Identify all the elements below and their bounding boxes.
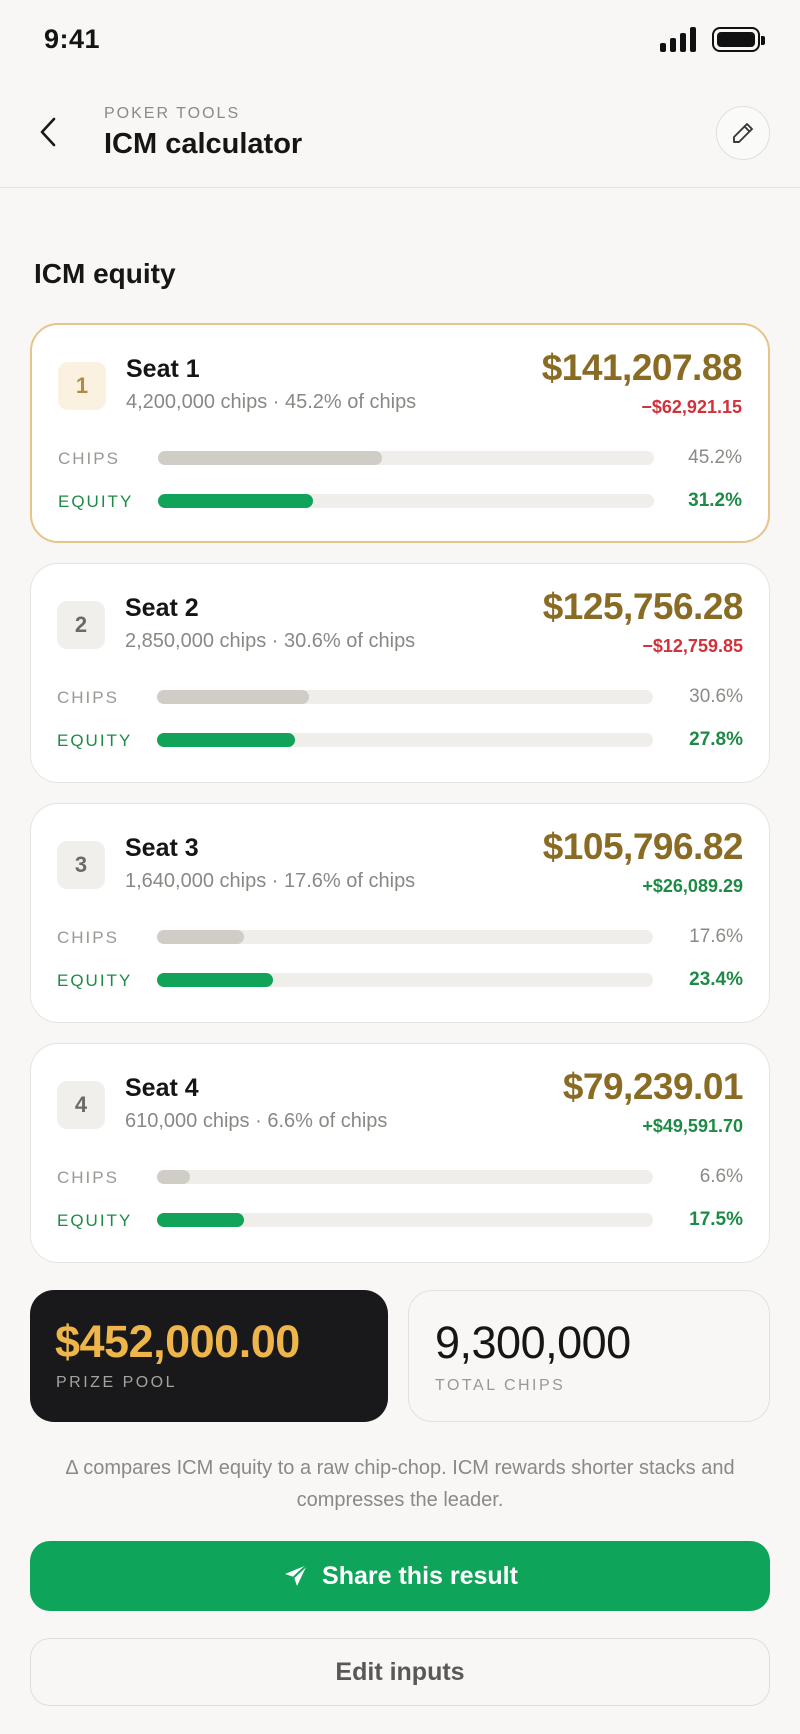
chips-pct: 6.6% <box>699 1166 743 1187</box>
equity-bar-label: EQUITY <box>57 1211 133 1230</box>
equity-pct: 31.2% <box>688 490 742 511</box>
seat-name: Seat 4 <box>125 1074 199 1102</box>
signal-icon <box>660 26 696 52</box>
seat-rank-badge: 2 <box>57 601 105 649</box>
battery-icon <box>712 27 765 52</box>
equity-bar <box>157 973 653 987</box>
chips-bar <box>158 451 654 465</box>
chips-bar-label: CHIPS <box>58 449 120 468</box>
seat-chip-summary: 4,200,000 chips · 45.2% of chips <box>126 391 417 413</box>
seat-chip-summary: 1,640,000 chips · 17.6% of chips <box>125 870 416 892</box>
prize-pool-label: PRIZE POOL <box>56 1374 178 1391</box>
chips-pct: 17.6% <box>689 926 743 947</box>
equity-bar-label: EQUITY <box>58 492 134 511</box>
seat-card[interactable]: 3 Seat 3 1,640,000 chips · 17.6% of chip… <box>30 803 770 1023</box>
seat-rank-badge: 1 <box>58 362 106 410</box>
seat-card[interactable]: 4 Seat 4 610,000 chips · 6.6% of chips $… <box>30 1043 770 1263</box>
seat-name: Seat 1 <box>126 355 200 383</box>
footnote: Δ compares ICM equity to a raw chip-chop… <box>65 1457 735 1511</box>
share-result-button[interactable]: Share this result <box>30 1541 770 1611</box>
app-header: POKER TOOLS ICM calculator <box>0 88 800 188</box>
prize-pool-card: $452,000.00 PRIZE POOL <box>30 1290 388 1422</box>
total-chips-value: 9,300,000 <box>435 1317 631 1368</box>
seat-chip-summary: 2,850,000 chips · 30.6% of chips <box>125 630 416 652</box>
chips-bar <box>157 690 653 704</box>
equity-pct: 23.4% <box>689 969 743 990</box>
seat-equity-delta: +$49,591.70 <box>642 1116 743 1136</box>
seat-equity-delta: −$12,759.85 <box>642 636 743 656</box>
status-icons <box>660 26 765 52</box>
seat-name: Seat 3 <box>125 834 199 862</box>
status-bar: 9:41 <box>0 0 800 80</box>
chips-bar-label: CHIPS <box>57 928 119 947</box>
seat-card[interactable]: 2 Seat 2 2,850,000 chips · 30.6% of chip… <box>30 563 770 783</box>
seat-rank-badge: 4 <box>57 1081 105 1129</box>
chips-bar-fill <box>157 690 309 704</box>
chips-pct: 30.6% <box>689 686 743 707</box>
total-chips-label: TOTAL CHIPS <box>435 1377 566 1394</box>
back-button[interactable] <box>28 108 68 156</box>
section-title: ICM equity <box>34 258 176 289</box>
equity-bar-fill <box>157 1213 244 1227</box>
equity-bar <box>157 733 653 747</box>
equity-bar-fill <box>158 494 313 508</box>
edit-button[interactable] <box>716 106 770 160</box>
prize-pool-value: $452,000.00 <box>55 1316 300 1367</box>
chips-bar-label: CHIPS <box>57 688 119 707</box>
status-time: 9:41 <box>44 24 101 54</box>
seat-equity-value: $125,756.28 <box>542 586 744 627</box>
equity-bar-fill <box>157 733 295 747</box>
chips-bar-fill <box>158 451 383 465</box>
chips-bar <box>157 1170 653 1184</box>
seat-chip-summary: 610,000 chips · 6.6% of chips <box>125 1110 388 1132</box>
equity-bar-label: EQUITY <box>57 971 133 990</box>
edit-inputs-label: Edit inputs <box>335 1657 465 1686</box>
send-icon <box>285 1564 309 1586</box>
seat-name: Seat 2 <box>125 594 199 622</box>
seat-equity-value: $79,239.01 <box>562 1066 744 1107</box>
edit-inputs-button[interactable]: Edit inputs <box>30 1638 770 1706</box>
equity-pct: 17.5% <box>689 1209 743 1230</box>
chevron-left-icon <box>40 117 56 147</box>
header-eyebrow: POKER TOOLS <box>104 105 241 122</box>
equity-bar <box>157 1213 653 1227</box>
total-chips-card: 9,300,000 TOTAL CHIPS <box>408 1290 770 1422</box>
equity-pct: 27.8% <box>689 729 743 750</box>
page-title: ICM calculator <box>104 128 303 160</box>
seat-rank-badge: 3 <box>57 841 105 889</box>
equity-bar <box>158 494 654 508</box>
chips-bar-fill <box>157 1170 190 1184</box>
chips-bar <box>157 930 653 944</box>
equity-bar-fill <box>157 973 274 987</box>
pencil-icon <box>733 123 753 143</box>
chips-pct: 45.2% <box>688 447 742 468</box>
seat-equity-value: $141,207.88 <box>541 347 743 388</box>
seat-equity-delta: −$62,921.15 <box>641 397 742 417</box>
seat-card[interactable]: 1 Seat 1 4,200,000 chips · 45.2% of chip… <box>30 323 770 543</box>
chips-bar-fill <box>157 930 245 944</box>
chips-bar-label: CHIPS <box>57 1168 119 1187</box>
seat-equity-delta: +$26,089.29 <box>642 876 743 896</box>
seat-equity-value: $105,796.82 <box>542 826 744 867</box>
share-result-label: Share this result <box>322 1561 518 1590</box>
equity-bar-label: EQUITY <box>57 731 133 750</box>
